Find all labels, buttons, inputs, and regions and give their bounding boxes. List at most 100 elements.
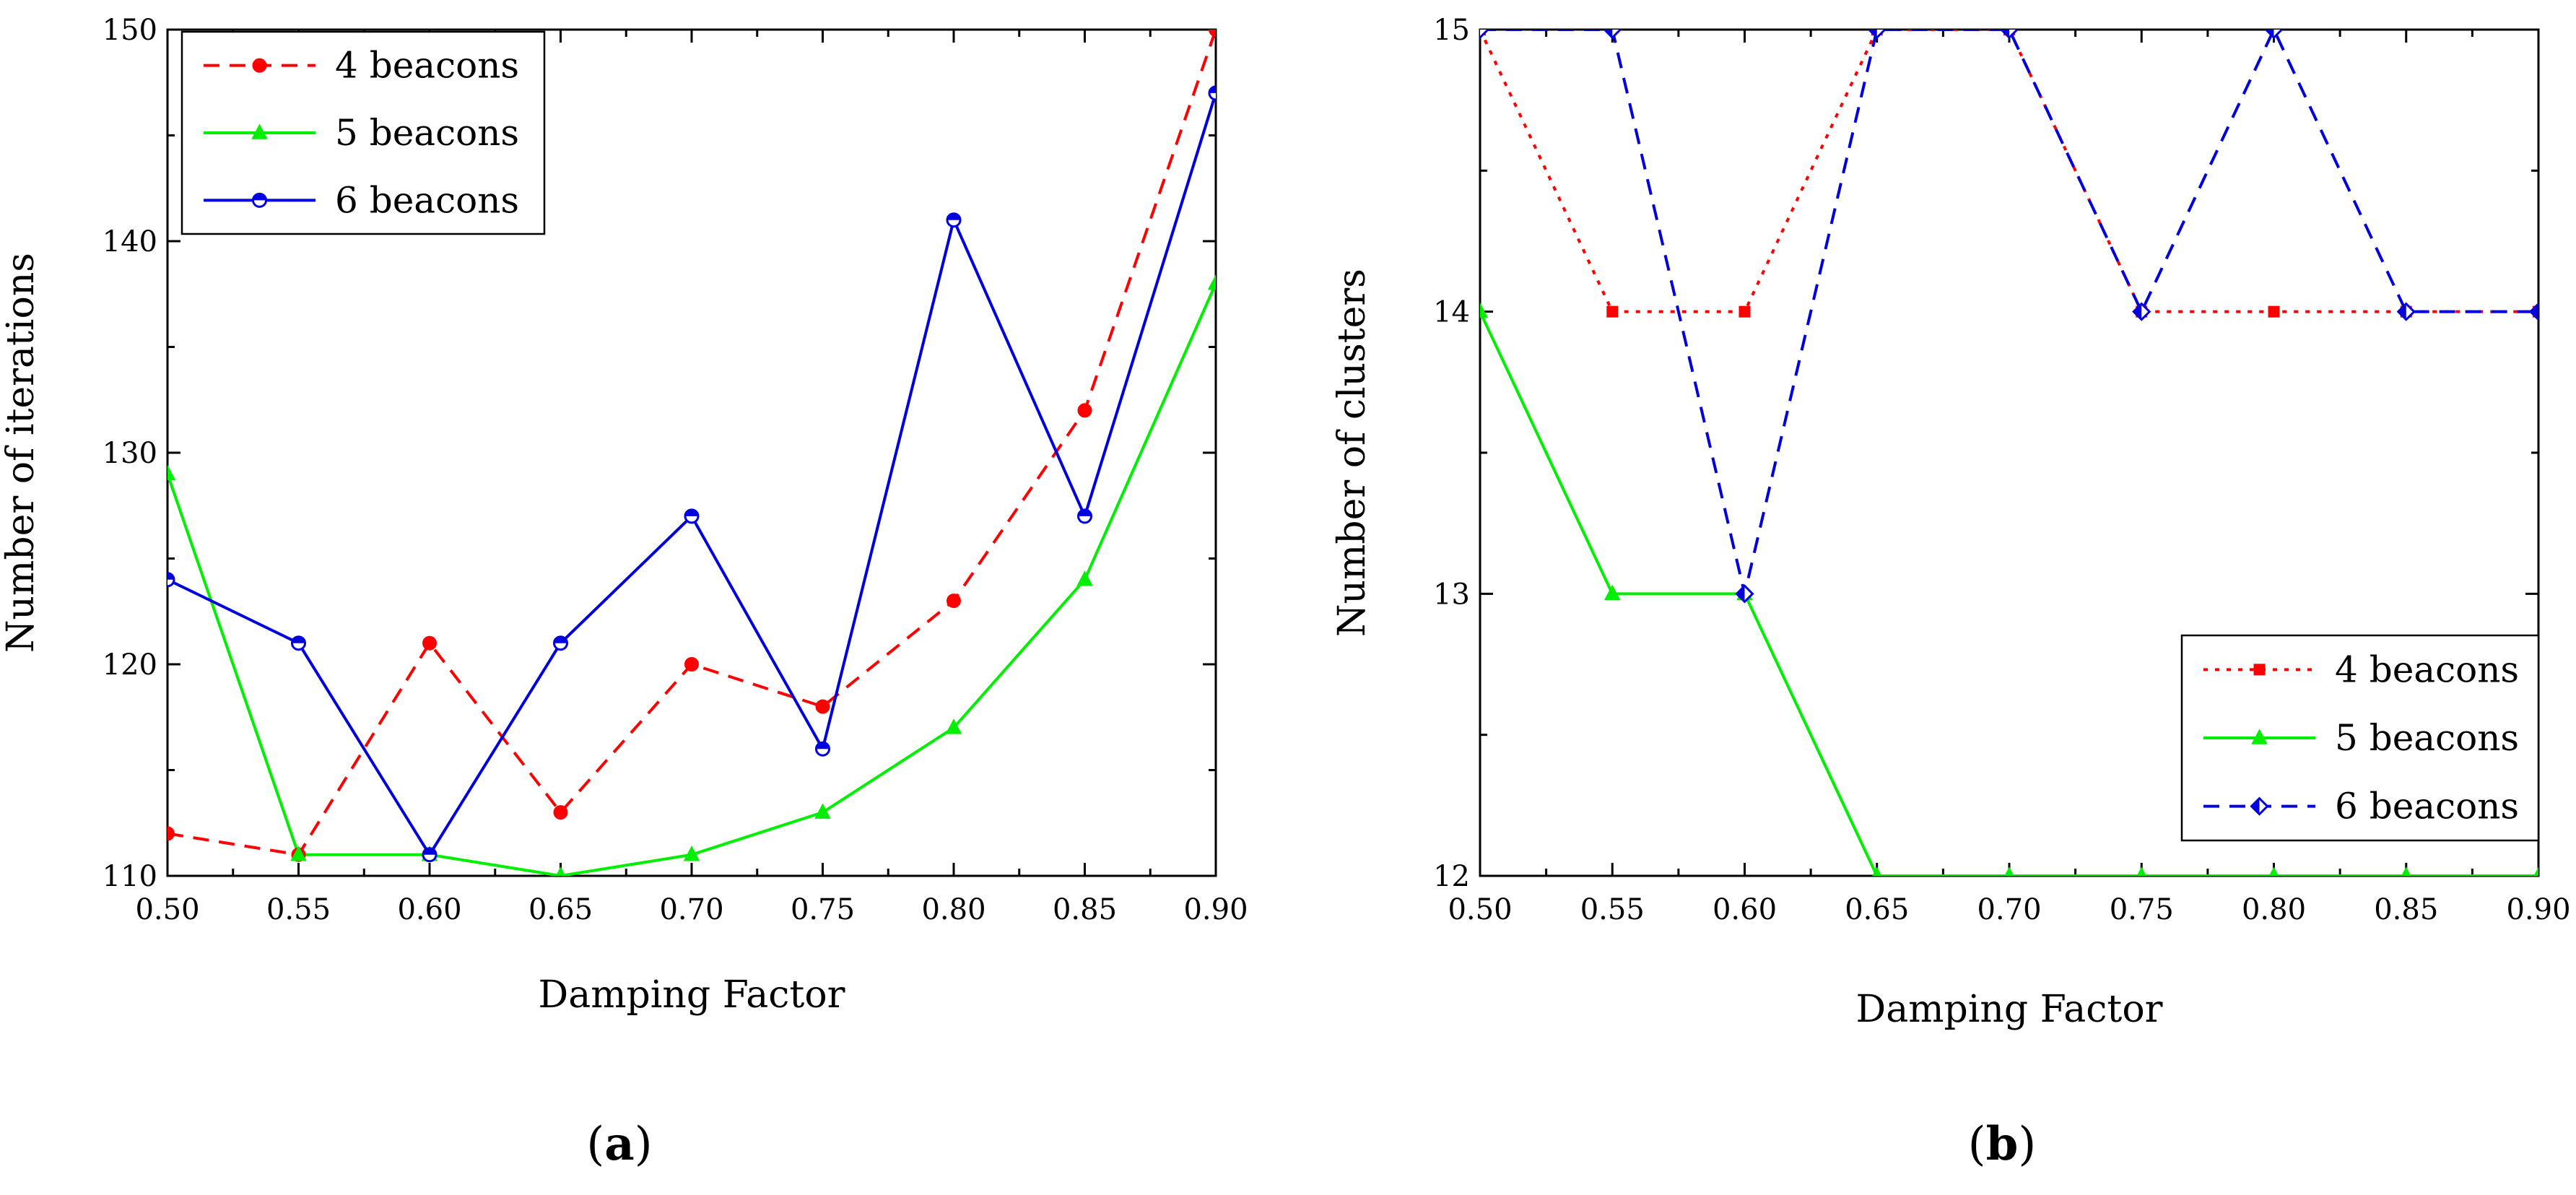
- y-tick-label: 14: [1433, 296, 1470, 329]
- data-point-4-beacons: [553, 805, 568, 820]
- legend-label: 6 beacons: [2335, 786, 2519, 827]
- data-point-4-beacons: [684, 657, 699, 672]
- series-line-4-beacons: [1480, 30, 2538, 313]
- data-point-6-beacons: [167, 572, 175, 588]
- x-tick-label: 0.65: [1845, 893, 1909, 926]
- data-point-5-beacons: [1872, 866, 1882, 876]
- x-tick-label: 0.50: [135, 893, 199, 926]
- data-point-6-beacons: [291, 635, 306, 651]
- data-point-6-beacons: [684, 508, 700, 524]
- data-point-5-beacons: [290, 846, 307, 861]
- x-tick-label: 0.75: [791, 893, 855, 926]
- x-tick-label: 0.75: [2110, 893, 2174, 926]
- legend-label: 4 beacons: [335, 45, 519, 87]
- legend-marker: [252, 58, 267, 73]
- series-line-6-beacons: [1480, 30, 2538, 594]
- data-point-4-beacons: [1209, 30, 1216, 37]
- x-tick-label: 0.85: [2374, 893, 2438, 926]
- legend-label: 5 beacons: [335, 112, 519, 154]
- y-tick-label: 15: [1433, 14, 1470, 47]
- data-point-6-beacons: [2264, 30, 2284, 40]
- x-tick-label: 0.70: [659, 893, 723, 926]
- series-group: [1480, 30, 2538, 876]
- chart-b: 0.50 0.55 0.60 0.65 0.70 0.75 0.80 0.85 0.90 12 13…: [1331, 14, 2571, 1171]
- data-point-4-beacons: [815, 699, 830, 714]
- x-tick-label: 0.90: [1183, 893, 1248, 926]
- data-point-4-beacons: [1739, 305, 1751, 318]
- data-point-4-beacons: [167, 826, 175, 841]
- data-point-5-beacons: [1076, 570, 1093, 586]
- y-tick-label: 110: [103, 860, 157, 893]
- x-tick-label: 0.60: [1713, 893, 1777, 926]
- data-point-5-beacons: [2533, 866, 2538, 876]
- legend-marker: [251, 123, 268, 139]
- data-point-6-beacons: [1077, 508, 1092, 524]
- data-point-6-beacons: [946, 212, 962, 228]
- y-tick-label: 120: [103, 648, 157, 682]
- data-point-4-beacons: [422, 635, 437, 651]
- data-point-6-beacons: [1603, 30, 1622, 40]
- legend-label: 4 beacons: [2335, 648, 2519, 690]
- data-point-6-beacons: [1208, 85, 1216, 101]
- data-point-6-beacons: [815, 741, 830, 757]
- legend-marker: [252, 192, 267, 208]
- y-tick-label: 130: [103, 437, 157, 470]
- data-point-6-beacons: [1999, 30, 2019, 40]
- y-tick-label: 140: [103, 225, 157, 258]
- x-axis-title: Damping Factor: [1856, 988, 2163, 1031]
- data-point-6-beacons: [2396, 302, 2416, 321]
- x-tick-label: 0.70: [1977, 893, 2041, 926]
- data-point-5-beacons: [555, 866, 566, 876]
- x-tick-label: 0.80: [2242, 893, 2306, 926]
- x-axis-title: Damping Factor: [539, 973, 845, 1017]
- x-tick-label: 0.55: [1580, 893, 1645, 926]
- series-line-5-beacons: [167, 282, 1216, 876]
- data-point-4-beacons: [1077, 403, 1092, 418]
- data-point-6-beacons: [553, 635, 568, 651]
- data-point-5-beacons: [814, 803, 831, 819]
- series-line-5-beacons: [1480, 310, 2538, 876]
- data-point-5-beacons: [2401, 866, 2411, 876]
- panel-label: (b): [1968, 1117, 2037, 1171]
- y-axis-title: Number of clusters: [1331, 269, 1374, 637]
- x-tick-label: 0.60: [397, 893, 461, 926]
- data-point-5-beacons: [167, 464, 176, 481]
- data-point-5-beacons: [1207, 274, 1216, 290]
- data-point-4-beacons: [947, 594, 961, 609]
- x-tick-label: 0.80: [921, 893, 985, 926]
- legend-label: 5 beacons: [2335, 717, 2519, 759]
- y-axis-title: Number of iterations: [0, 253, 43, 653]
- y-tick-label: 12: [1433, 860, 1470, 893]
- legend-marker: [2250, 796, 2269, 816]
- series-group: [167, 30, 1216, 876]
- chart-a: 0.50 0.55 0.60 0.65 0.70 0.75 0.80 0.85 0.90 110 1…: [0, 14, 1248, 1171]
- legend: 4 beacons 5 beacons 6 beacons: [180, 30, 546, 235]
- data-point-5-beacons: [945, 718, 962, 734]
- data-point-6-beacons: [1480, 30, 1490, 40]
- data-point-5-beacons: [2004, 866, 2014, 876]
- data-point-5-beacons: [1480, 303, 1489, 318]
- data-point-5-beacons: [2136, 866, 2146, 876]
- data-point-5-beacons: [683, 846, 700, 861]
- data-point-4-beacons: [1606, 305, 1619, 318]
- x-tick-label: 0.85: [1053, 893, 1117, 926]
- data-point-6-beacons: [1867, 30, 1887, 40]
- legend-marker: [2253, 664, 2266, 676]
- data-point-5-beacons: [2268, 866, 2279, 876]
- legend-label: 6 beacons: [335, 179, 519, 221]
- x-tick-label: 0.55: [266, 893, 331, 926]
- y-tick-label: 150: [103, 14, 157, 47]
- data-point-4-beacons: [2268, 305, 2280, 318]
- x-tick-label: 0.90: [2506, 893, 2570, 926]
- data-point-6-beacons: [2528, 302, 2538, 321]
- legend: 4 beacons 5 beacons 6 beacons: [2180, 634, 2540, 842]
- data-point-6-beacons: [422, 847, 438, 863]
- panel-label: (a): [586, 1117, 652, 1171]
- data-point-6-beacons: [2132, 302, 2151, 321]
- legend-marker: [2251, 729, 2268, 744]
- x-tick-label: 0.50: [1448, 893, 1512, 926]
- data-point-6-beacons: [1735, 584, 1754, 604]
- data-point-5-beacons: [1604, 584, 1621, 601]
- x-tick-label: 0.65: [528, 893, 593, 926]
